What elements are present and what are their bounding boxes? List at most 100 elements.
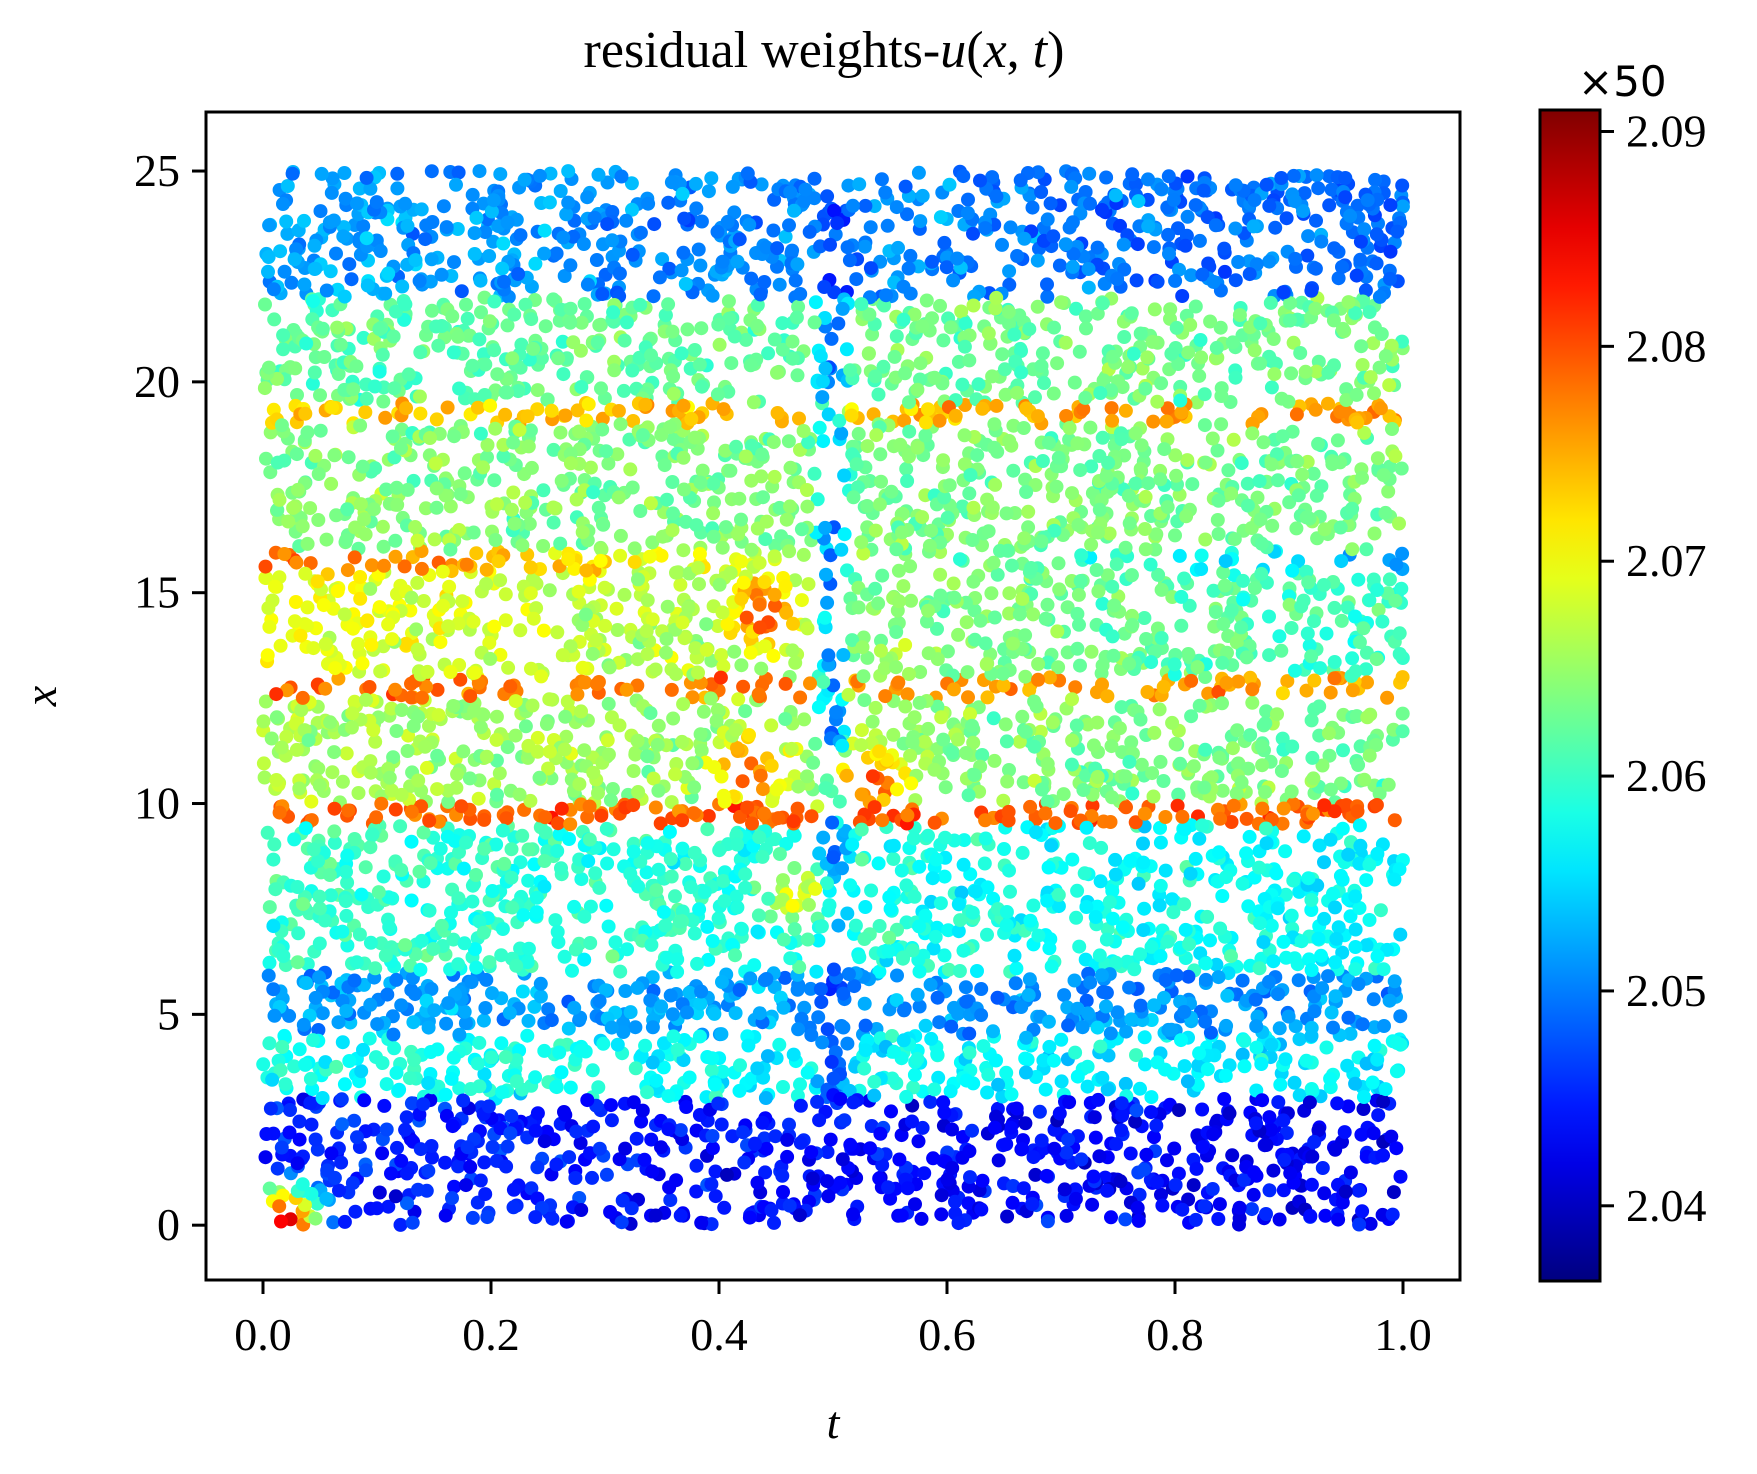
scatter-point [431,708,446,723]
scatter-point [325,765,340,780]
scatter-point [1145,766,1160,781]
scatter-point [1188,299,1203,314]
scatter-point [1331,920,1346,935]
scatter-point [393,1217,408,1232]
scatter-point [1100,1183,1115,1198]
scatter-point [1192,368,1207,383]
scatter-point [744,271,759,286]
scatter-point [743,645,758,660]
scatter-point [1054,1074,1069,1089]
scatter-point [815,390,830,405]
scatter-point [339,864,353,879]
scatter-point [1300,248,1315,263]
scatter-point [1341,1010,1356,1025]
scatter-point [1382,572,1397,587]
scatter-point [330,320,345,335]
scatter-point [661,1122,676,1137]
scatter-point [764,718,779,733]
scatter-point [886,852,901,866]
scatter-point [1069,301,1083,316]
scatter-point [820,1022,835,1037]
scatter-point [646,289,661,304]
scatter-point [476,1013,491,1028]
scatter-point [1287,663,1302,678]
scatter-point [1060,600,1075,615]
scatter-point [1075,1020,1090,1035]
scatter-point [632,350,647,365]
scatter-point [951,627,966,642]
scatter-point [675,186,690,201]
scatter-point [1084,644,1099,659]
scatter-point [1125,786,1140,801]
scatter-point [1264,380,1279,395]
scatter-point [537,1134,552,1149]
scatter-point [687,430,702,445]
scatter-point [920,402,935,417]
scatter-point [722,311,737,326]
scatter-point [757,639,772,654]
scatter-point [810,492,825,507]
scatter-point [719,1167,734,1182]
scatter-point [872,964,887,979]
scatter-point [1169,468,1184,483]
scatter-point [918,1018,933,1033]
scatter-point [862,307,877,322]
scatter-point [1327,600,1342,615]
scatter-point [1066,247,1081,262]
scatter-point [1000,774,1015,789]
scatter-point [991,1077,1006,1092]
scatter-point [377,1098,392,1113]
scatter-point [1198,532,1213,547]
scatter-point [634,1114,649,1129]
scatter-point [429,500,444,515]
scatter-point [1394,461,1409,476]
scatter-point [1154,1187,1168,1202]
scatter-point [958,316,973,331]
scatter-point [1046,1053,1061,1068]
scatter-point [1198,742,1213,757]
scatter-point [740,166,755,181]
scatter-point [591,1080,606,1095]
scatter-point [884,1104,898,1119]
scatter-point [536,483,551,498]
scatter-point [1026,607,1041,622]
scatter-point [780,1132,795,1147]
scatter-point [1349,709,1364,724]
scatter-point [630,678,645,693]
scatter-point [837,468,852,483]
scatter-point [1324,1005,1339,1020]
scatter-point [926,1151,941,1166]
scatter-point [995,347,1010,362]
scatter-point [1289,407,1304,422]
scatter-point [624,176,639,191]
scatter-point [341,803,356,818]
scatter-point [1069,910,1084,925]
scatter-point [847,979,862,994]
scatter-point [1146,789,1161,804]
scatter-point [844,408,859,423]
scatter-point [340,875,355,890]
scatter-point [359,391,374,406]
scatter-point [1281,1009,1296,1024]
scatter-point [867,1088,882,1103]
scatter-point [1197,1199,1212,1214]
scatter-point [1079,321,1093,336]
scatter-point [804,1145,819,1160]
scatter-point [366,502,381,517]
scatter-point [1128,476,1143,491]
scatter-point [758,1165,773,1180]
scatter-point [1005,1195,1020,1210]
scatter-point [1317,911,1332,926]
scatter-point [626,844,641,859]
scatter-point [980,880,995,895]
scatter-point [792,960,807,975]
scatter-point [1215,783,1230,798]
scatter-point [1113,1174,1128,1189]
scatter-point [980,927,994,942]
scatter-point [1322,198,1337,213]
scatter-point [581,397,596,412]
scatter-point [385,632,399,647]
scatter-point [425,1150,439,1165]
scatter-point [1002,264,1017,279]
scatter-point [1002,606,1017,621]
